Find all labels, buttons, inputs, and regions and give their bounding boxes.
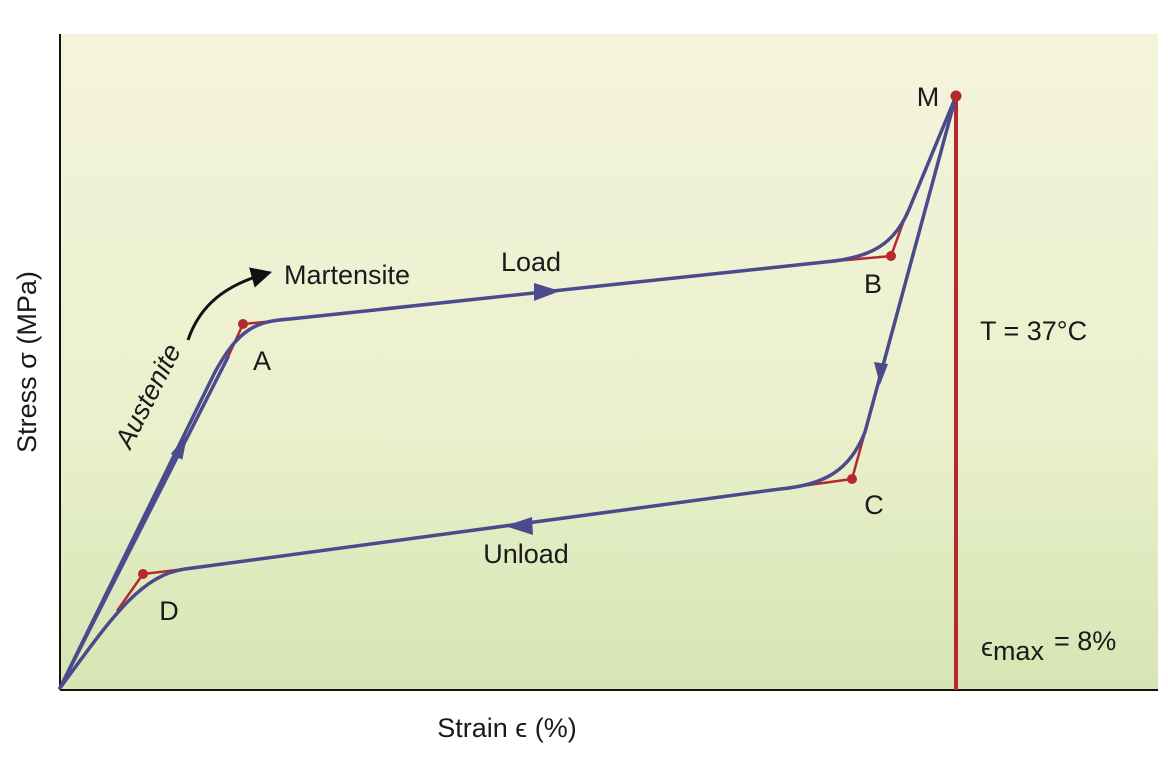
max-strain-symbol: ϵ — [981, 632, 993, 662]
marker-m — [950, 90, 962, 102]
unload-label: Unload — [483, 539, 569, 569]
arrow-right-load — [534, 283, 560, 301]
marker-b — [886, 251, 896, 261]
plot-area — [60, 34, 1158, 689]
arrow-down-unload — [874, 362, 888, 385]
point-label-d: D — [159, 596, 179, 626]
arrow-up-austenite — [170, 434, 188, 460]
marker-a — [238, 319, 248, 329]
max-strain-subscript: max — [993, 636, 1045, 666]
point-label-a: A — [253, 346, 271, 376]
martensite-label: Martensite — [284, 260, 410, 290]
marker-c — [847, 474, 857, 484]
phase-transition-arrow — [186, 267, 273, 341]
unload-curve — [58, 94, 958, 690]
point-markers — [138, 90, 962, 579]
max-strain-value: = 8% — [1054, 626, 1116, 656]
point-label-m: M — [917, 82, 940, 112]
marker-d — [138, 569, 148, 579]
max-strain-label: ϵmax = 8% — [981, 626, 1116, 666]
point-label-c: C — [864, 490, 884, 520]
point-label-b: B — [864, 269, 882, 299]
y-axis-label: Stress σ (MPa) — [12, 271, 42, 453]
x-axis-label: Strain ϵ (%) — [437, 713, 576, 743]
direction-arrows — [170, 283, 888, 535]
arrow-left-unload — [505, 517, 533, 535]
load-label: Load — [501, 247, 561, 277]
temperature-label: T = 37°C — [980, 316, 1087, 346]
